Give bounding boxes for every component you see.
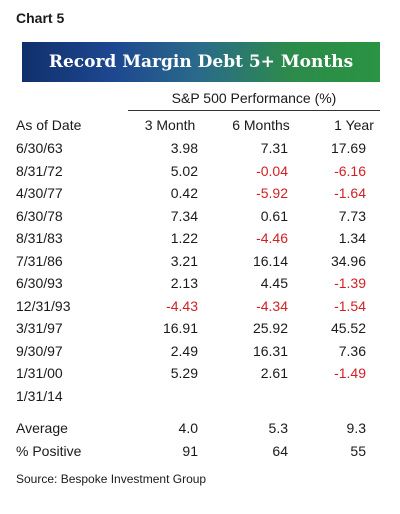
- summary-label: % Positive: [16, 442, 82, 459]
- cell-date: 12/31/93: [16, 297, 71, 314]
- cell-date: 6/30/93: [16, 275, 63, 292]
- table-row: 8/31/83 1.22 -4.46 1.34: [16, 227, 398, 250]
- column-header-6-months: 6 Months: [232, 117, 290, 133]
- table-row: 7/31/86 3.21 16.14 34.96: [16, 250, 398, 273]
- title-banner: Record Margin Debt 5+ Months: [22, 42, 380, 82]
- cell-1-year: -1.54: [334, 297, 366, 314]
- cell-3-month: 2.13: [170, 275, 198, 292]
- cell-date: 8/31/83: [16, 230, 63, 247]
- cell-3-month: 3.98: [170, 140, 198, 157]
- column-header-date: As of Date: [16, 117, 82, 133]
- table-row: 4/30/77 0.42 -5.92 -1.64: [16, 182, 398, 205]
- summary-1-year: 9.3: [346, 420, 366, 437]
- cell-1-year: -1.64: [334, 185, 366, 202]
- cell-date: 6/30/78: [16, 207, 63, 224]
- summary-label: Average: [16, 420, 68, 437]
- summary-1-year: 55: [350, 442, 366, 459]
- cell-1-year: 34.96: [330, 252, 366, 269]
- cell-date: 1/31/00: [16, 365, 63, 382]
- cell-date: 7/31/86: [16, 252, 63, 269]
- chart-label: Chart 5: [16, 10, 65, 26]
- cell-6-months: 0.61: [260, 207, 288, 224]
- table-row: 1/31/14: [16, 385, 398, 408]
- summary-6-months: 5.3: [268, 420, 288, 437]
- cell-6-months: 2.61: [260, 365, 288, 382]
- cell-date: 4/30/77: [16, 185, 63, 202]
- performance-table: As of Date 3 Month 6 Months 1 Year 6/30/…: [16, 113, 398, 462]
- table-row: 12/31/93 -4.43 -4.34 -1.54: [16, 295, 398, 318]
- column-header-1-year: 1 Year: [334, 117, 374, 133]
- table-row: 1/31/00 5.29 2.61 -1.49: [16, 362, 398, 385]
- cell-6-months: [212, 385, 310, 408]
- chart-title: Record Margin Debt 5+ Months: [48, 52, 354, 72]
- cell-6-months: 25.92: [252, 320, 288, 337]
- cell-3-month: 2.49: [170, 342, 198, 359]
- column-header-3-month: 3 Month: [144, 117, 196, 133]
- cell-date: 3/31/97: [16, 320, 63, 337]
- cell-3-month: 5.02: [170, 162, 198, 179]
- cell-date: 8/31/72: [16, 162, 63, 179]
- cell-6-months: 16.31: [252, 342, 288, 359]
- summary-row: % Positive 91 64 55: [16, 440, 398, 463]
- column-header-row: As of Date 3 Month 6 Months 1 Year: [16, 113, 398, 137]
- cell-1-year: 7.36: [338, 342, 366, 359]
- cell-6-months: 16.14: [252, 252, 288, 269]
- cell-6-months: 4.45: [260, 275, 288, 292]
- cell-1-year: [310, 385, 398, 408]
- summary-6-months: 64: [272, 442, 288, 459]
- cell-6-months: -5.92: [256, 185, 288, 202]
- cell-1-year: -1.49: [334, 365, 366, 382]
- cell-3-month: 16.91: [162, 320, 198, 337]
- cell-1-year: -6.16: [334, 162, 366, 179]
- cell-6-months: -0.04: [256, 162, 288, 179]
- summary-row: Average 4.0 5.3 9.3: [16, 407, 398, 440]
- cell-3-month: 1.22: [170, 230, 198, 247]
- cell-3-month: 7.34: [170, 207, 198, 224]
- table-row: 6/30/78 7.34 0.61 7.73: [16, 205, 398, 228]
- cell-6-months: -4.46: [256, 230, 288, 247]
- summary-3-month: 91: [182, 442, 198, 459]
- cell-1-year: -1.39: [334, 275, 366, 292]
- summary-3-month: 4.0: [178, 420, 198, 437]
- cell-3-month: 3.21: [170, 252, 198, 269]
- table-row: 6/30/93 2.13 4.45 -1.39: [16, 272, 398, 295]
- cell-1-year: 17.69: [330, 140, 366, 157]
- cell-6-months: 7.31: [260, 140, 288, 157]
- cell-6-months: -4.34: [256, 297, 288, 314]
- cell-date: 9/30/97: [16, 342, 63, 359]
- table-row: 9/30/97 2.49 16.31 7.36: [16, 340, 398, 363]
- cell-3-month: [128, 385, 212, 408]
- table-row: 3/31/97 16.91 25.92 45.52: [16, 317, 398, 340]
- cell-1-year: 1.34: [338, 230, 366, 247]
- cell-3-month: 5.29: [170, 365, 198, 382]
- cell-date: 6/30/63: [16, 140, 63, 157]
- cell-date: 1/31/14: [16, 387, 63, 404]
- group-header: S&P 500 Performance (%): [128, 86, 380, 111]
- cell-1-year: 7.73: [338, 207, 366, 224]
- table-row: 8/31/72 5.02 -0.04 -6.16: [16, 160, 398, 183]
- cell-3-month: -4.43: [166, 297, 198, 314]
- cell-3-month: 0.42: [170, 185, 198, 202]
- table-row: 6/30/63 3.98 7.31 17.69: [16, 137, 398, 160]
- source-note: Source: Bespoke Investment Group: [16, 472, 207, 486]
- cell-1-year: 45.52: [330, 320, 366, 337]
